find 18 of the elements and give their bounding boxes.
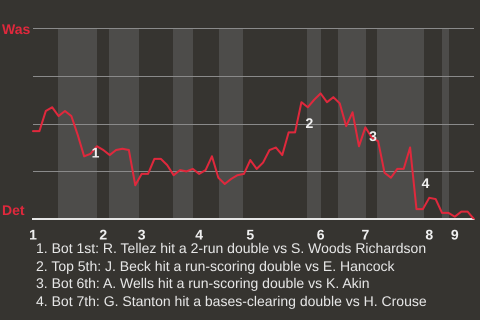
annotation: 1 bbox=[92, 144, 100, 161]
x-tick-label: 5 bbox=[246, 226, 254, 242]
annotation: 4 bbox=[422, 174, 430, 191]
x-tick-label: 3 bbox=[138, 226, 146, 242]
text: Det bbox=[2, 202, 25, 218]
x-tick-label: 8 bbox=[425, 226, 434, 242]
text: 3. Bot 6th: A. Wells hit a run-scoring double vs K. Akin bbox=[36, 275, 371, 292]
x-tick-label: 9 bbox=[450, 226, 459, 242]
x-tick-label: 2 bbox=[99, 226, 108, 242]
text: 4. Bot 7th: G. Stanton hit a bases-clearing double vs H. Crouse bbox=[36, 292, 427, 310]
x-tick-label: 7 bbox=[361, 226, 370, 242]
text: 2. Top 5th: J. Beck hit a run-scoring double vs E. Hancock bbox=[36, 258, 396, 275]
text: Was bbox=[2, 20, 30, 37]
x-tick-label: 6 bbox=[316, 226, 325, 242]
x-tick-label: 1 bbox=[29, 226, 38, 242]
x-tick-label: 4 bbox=[195, 226, 204, 242]
text: 1. Bot 1st: R. Tellez hit a 2-run double vs S. Woods Richardson bbox=[36, 240, 427, 258]
annotation: 2 bbox=[306, 115, 314, 132]
